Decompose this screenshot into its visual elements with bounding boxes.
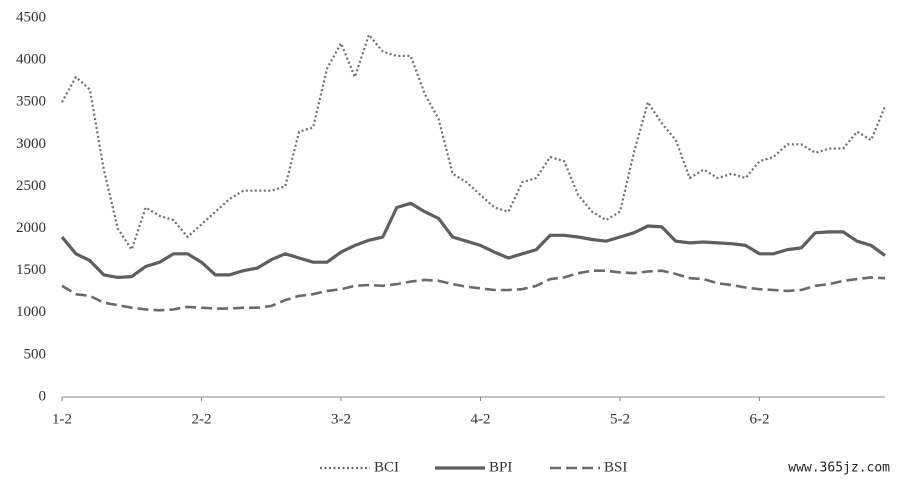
y-tick-label: 4000 (16, 52, 46, 68)
y-tick-label: 2500 (16, 178, 46, 194)
legend-label: BPI (489, 459, 512, 475)
watermark: www.365jz.com (788, 461, 890, 476)
y-tick-label: 500 (24, 346, 47, 362)
y-tick-label: 3500 (16, 94, 46, 110)
y-tick-label: 3000 (16, 136, 46, 152)
x-tick-label: 1-2 (52, 411, 72, 427)
x-tick-label: 2-2 (191, 411, 211, 427)
x-tick-label: 4-2 (470, 411, 490, 427)
x-tick-label: 3-2 (331, 411, 351, 427)
series-line (60, 201, 886, 279)
y-tick-label: 1500 (16, 262, 46, 278)
y-tick-label: 1000 (16, 304, 46, 320)
legend-label: BSI (604, 459, 627, 475)
series-line (61, 33, 887, 251)
y-tick-label: 2000 (16, 220, 46, 236)
series-line (61, 269, 886, 312)
y-tick-label: 4500 (16, 9, 46, 25)
y-tick-label: 0 (39, 388, 47, 404)
legend-label: BCI (374, 459, 399, 475)
x-tick-label: 6-2 (749, 411, 769, 427)
x-tick-label: 5-2 (610, 411, 630, 427)
